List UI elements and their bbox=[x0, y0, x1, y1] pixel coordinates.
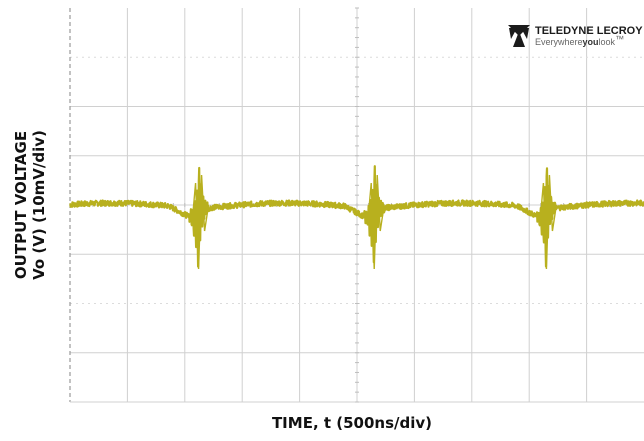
teledyne-logo-icon bbox=[508, 25, 530, 47]
x-axis-label: TIME, t (500ns/div) bbox=[272, 414, 432, 432]
switching-transient-spike bbox=[191, 174, 210, 270]
logo-brand: TELEDYNE LECROY bbox=[535, 25, 643, 37]
switching-transient-spike bbox=[367, 174, 385, 270]
teledyne-lecroy-logo: TELEDYNE LECROY Everywhereyoulook™ bbox=[508, 25, 643, 47]
switching-transient-spike bbox=[539, 174, 558, 270]
y-axis-label: OUTPUT VOLTAGE Vo (V) (10mV/div) bbox=[12, 130, 48, 280]
trace-layer bbox=[69, 165, 644, 270]
y-axis-label-line2: Vo (V) (10mV/div) bbox=[30, 130, 48, 280]
y-axis-label-line1: OUTPUT VOLTAGE bbox=[12, 131, 30, 279]
logo-tagline: Everywhereyoulook™ bbox=[535, 34, 624, 47]
